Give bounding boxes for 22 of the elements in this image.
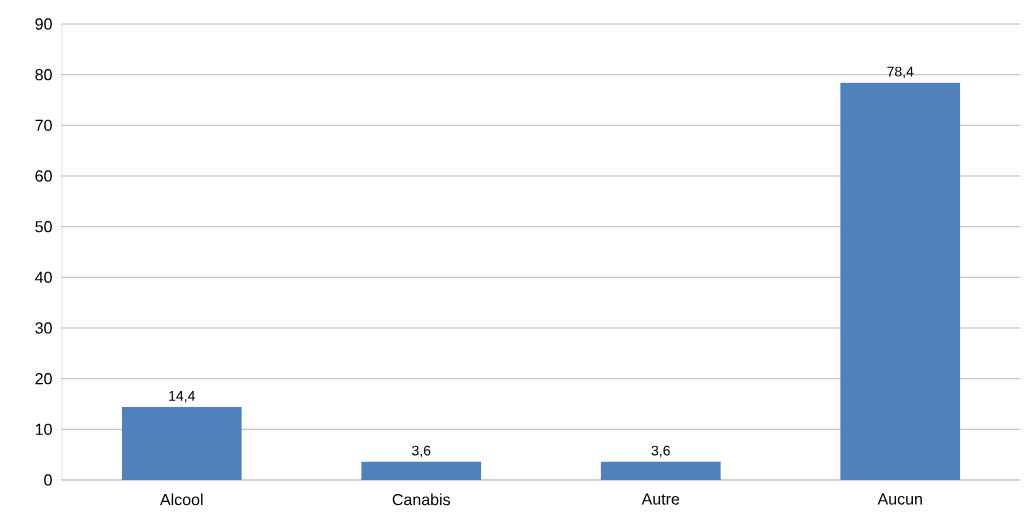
bar [361, 461, 482, 480]
data-label: 14,4 [169, 391, 195, 403]
x-tick-label: Aucun [877, 493, 922, 505]
y-tick-label: 60 [35, 170, 52, 182]
bar [600, 461, 721, 480]
y-tick-label: 80 [35, 69, 52, 81]
y-tick-label: 10 [35, 423, 52, 435]
y-tick-label: 20 [35, 373, 52, 385]
y-tick-label: 0 [44, 474, 52, 486]
x-tick-label: Autre [641, 493, 680, 505]
bar [121, 407, 242, 480]
data-label: 3,6 [412, 445, 431, 458]
x-tick-label: Canabis [392, 493, 451, 506]
data-label: 78,4 [887, 66, 914, 79]
data-label: 3,6 [651, 445, 670, 458]
y-tick-label: 30 [35, 322, 52, 334]
y-tick-label: 90 [35, 18, 52, 30]
bar [840, 82, 961, 480]
y-tick-label: 50 [35, 221, 52, 233]
x-tick-label: Alcool [160, 493, 203, 506]
y-tick-label: 40 [35, 271, 52, 283]
y-tick-label: 70 [35, 119, 52, 131]
